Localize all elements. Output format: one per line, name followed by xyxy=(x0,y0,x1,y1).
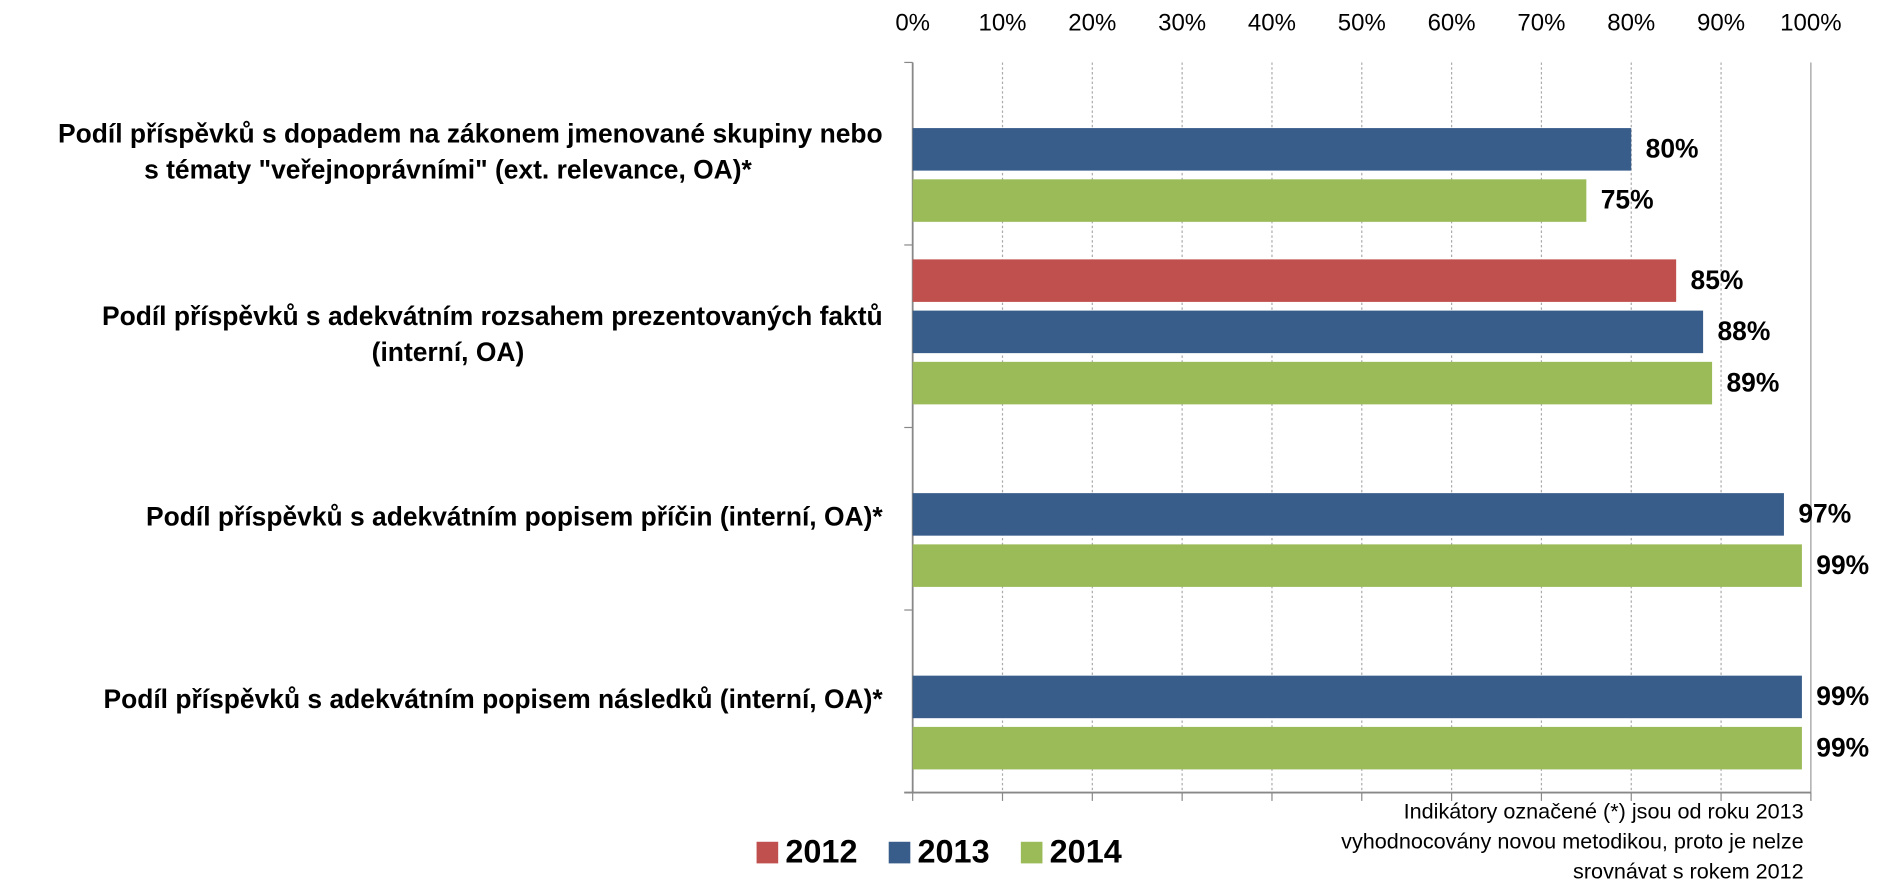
legend-label: 2012 xyxy=(785,833,857,869)
x-tick-label: 30% xyxy=(1158,9,1206,36)
bar xyxy=(912,128,1632,171)
value-label: 88% xyxy=(1718,316,1771,346)
category-label: (interní, OA) xyxy=(372,337,525,367)
category-label: Podíl příspěvků s dopadem na zákonem jme… xyxy=(58,119,883,149)
footnote: srovnávat s rokem 2012 xyxy=(1573,859,1804,884)
bar xyxy=(912,544,1802,587)
legend-swatch xyxy=(888,841,911,864)
legend-swatch xyxy=(1020,841,1043,864)
bar xyxy=(912,259,1677,302)
value-label: 80% xyxy=(1646,134,1699,164)
category-label: Podíl příspěvků s adekvátním popisem pří… xyxy=(146,502,883,532)
x-tick-label: 40% xyxy=(1248,9,1296,36)
x-tick-label: 100% xyxy=(1780,9,1841,36)
x-tick-label: 60% xyxy=(1428,9,1476,36)
bar xyxy=(912,179,1587,222)
value-label: 85% xyxy=(1691,265,1744,295)
bar xyxy=(912,361,1713,405)
bar xyxy=(912,310,1704,354)
value-label: 99% xyxy=(1816,681,1869,711)
value-label: 97% xyxy=(1798,499,1851,529)
legend-swatch xyxy=(756,841,779,864)
bar xyxy=(912,675,1802,719)
bar xyxy=(912,493,1784,536)
category-label: s tématy "veřejnoprávními" (ext. relevan… xyxy=(144,155,752,185)
bar xyxy=(912,726,1802,770)
category-label: Podíl příspěvků s adekvátním rozsahem pr… xyxy=(102,301,883,331)
x-tick-label: 50% xyxy=(1338,9,1386,36)
footnote: Indikátory označené (*) jsou od roku 201… xyxy=(1404,799,1804,824)
x-tick-label: 90% xyxy=(1697,9,1745,36)
value-label: 89% xyxy=(1726,367,1779,397)
x-tick-label: 80% xyxy=(1607,9,1655,36)
value-label: 99% xyxy=(1816,550,1869,580)
legend-label: 2014 xyxy=(1050,833,1122,869)
x-tick-label: 0% xyxy=(895,9,930,36)
x-tick-label: 20% xyxy=(1068,9,1116,36)
category-label: Podíl příspěvků s adekvátním popisem nás… xyxy=(103,684,883,714)
x-tick-label: 10% xyxy=(978,9,1026,36)
footnote: vyhodnocovány novou metodikou, proto je … xyxy=(1341,829,1804,854)
value-label: 75% xyxy=(1601,185,1654,215)
value-label: 99% xyxy=(1816,732,1869,762)
legend-label: 2013 xyxy=(918,833,990,869)
x-tick-label: 70% xyxy=(1517,9,1565,36)
